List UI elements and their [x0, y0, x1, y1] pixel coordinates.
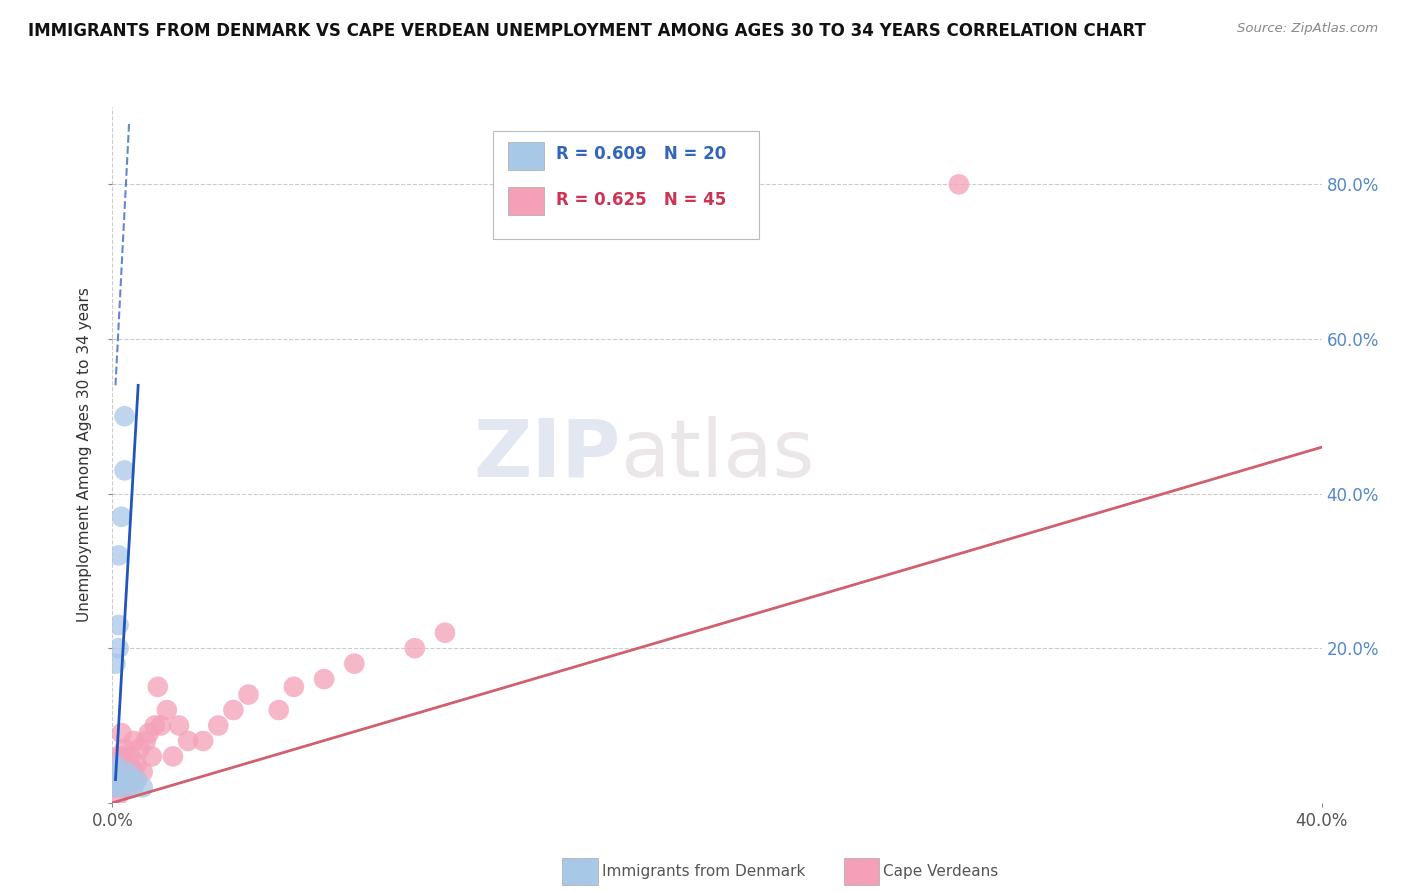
Point — [120, 772, 142, 787]
FancyBboxPatch shape — [494, 131, 759, 239]
Point — [122, 734, 145, 748]
Point — [107, 749, 129, 764]
Point — [146, 680, 169, 694]
Point — [138, 726, 160, 740]
Point — [110, 780, 132, 795]
Point — [117, 757, 139, 772]
Text: Immigrants from Denmark: Immigrants from Denmark — [602, 864, 806, 879]
Point — [104, 764, 127, 779]
Point — [135, 734, 157, 748]
Point — [267, 703, 290, 717]
Point — [110, 726, 132, 740]
Point — [107, 618, 129, 632]
Text: R = 0.609   N = 20: R = 0.609 N = 20 — [557, 145, 727, 162]
Y-axis label: Unemployment Among Ages 30 to 34 years: Unemployment Among Ages 30 to 34 years — [77, 287, 93, 623]
Text: ZIP: ZIP — [472, 416, 620, 494]
Point — [177, 734, 200, 748]
Point — [162, 749, 184, 764]
Text: atlas: atlas — [620, 416, 814, 494]
Point — [107, 772, 129, 787]
Point — [114, 764, 136, 779]
Point — [107, 788, 129, 802]
Point — [107, 641, 129, 656]
Point — [122, 780, 145, 795]
Point — [222, 703, 245, 717]
Point — [104, 772, 127, 787]
Point — [314, 672, 336, 686]
Point — [167, 718, 190, 732]
Text: Cape Verdeans: Cape Verdeans — [883, 864, 998, 879]
Point — [125, 772, 148, 787]
Point — [433, 625, 456, 640]
Point — [283, 680, 305, 694]
Point — [125, 772, 148, 787]
Point — [114, 780, 136, 795]
Point — [104, 757, 127, 772]
Point — [114, 463, 136, 477]
Text: Source: ZipAtlas.com: Source: ZipAtlas.com — [1237, 22, 1378, 36]
Point — [404, 641, 426, 656]
Point — [122, 764, 145, 779]
Point — [238, 688, 260, 702]
Point — [110, 780, 132, 795]
Point — [117, 764, 139, 779]
FancyBboxPatch shape — [508, 142, 544, 169]
Point — [191, 734, 214, 748]
Point — [104, 780, 127, 795]
Point — [132, 764, 155, 779]
Point — [143, 718, 166, 732]
Point — [107, 772, 129, 787]
Point — [128, 741, 150, 756]
Point — [125, 757, 148, 772]
Point — [114, 409, 136, 424]
FancyBboxPatch shape — [508, 187, 544, 215]
Point — [104, 772, 127, 787]
Point — [156, 703, 179, 717]
Point — [110, 509, 132, 524]
Point — [207, 718, 229, 732]
Point — [117, 780, 139, 795]
Point — [149, 718, 172, 732]
Point — [104, 757, 127, 772]
Text: IMMIGRANTS FROM DENMARK VS CAPE VERDEAN UNEMPLOYMENT AMONG AGES 30 TO 34 YEARS C: IMMIGRANTS FROM DENMARK VS CAPE VERDEAN … — [28, 22, 1146, 40]
Text: R = 0.625   N = 45: R = 0.625 N = 45 — [557, 191, 727, 209]
Point — [120, 772, 142, 787]
Point — [110, 749, 132, 764]
Point — [120, 749, 142, 764]
Point — [104, 780, 127, 795]
Point — [141, 749, 163, 764]
Point — [114, 741, 136, 756]
Point — [117, 772, 139, 787]
Point — [107, 549, 129, 563]
Point — [343, 657, 366, 671]
Point — [132, 780, 155, 795]
Point — [110, 764, 132, 779]
Point — [948, 178, 970, 192]
Point — [117, 772, 139, 787]
Point — [110, 772, 132, 787]
Point — [104, 657, 127, 671]
